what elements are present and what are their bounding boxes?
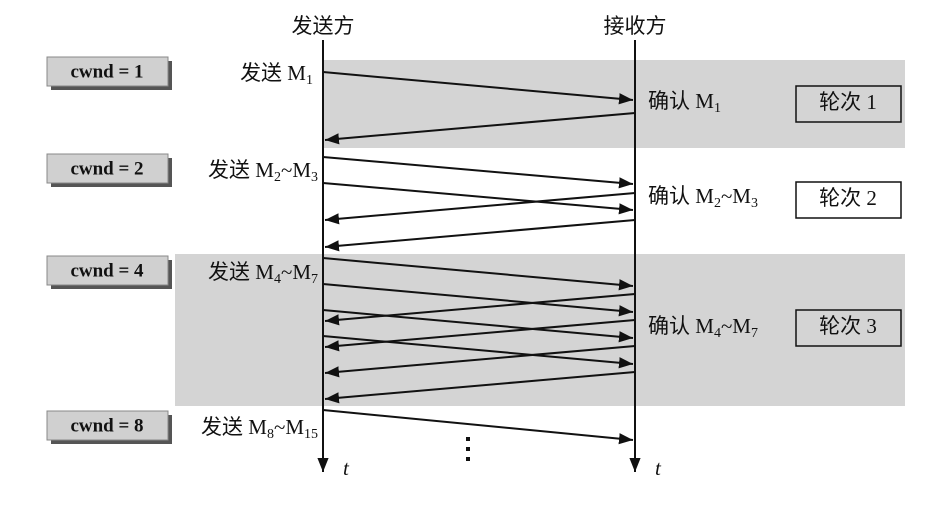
label-part: ~M (721, 314, 751, 338)
message-arrow (324, 192, 636, 225)
subscript: 7 (311, 272, 318, 287)
message-arrow (322, 283, 634, 317)
subscript: 15 (304, 427, 318, 442)
message-arrow (324, 345, 636, 378)
message-arrow (324, 219, 636, 252)
subscript: 8 (267, 427, 274, 442)
ack-label: 确认 M1 (648, 89, 721, 116)
message-arrow (324, 371, 636, 404)
send-label: 发送 M1 (240, 61, 313, 88)
message-arrow (322, 257, 634, 291)
message-arrow (322, 71, 634, 105)
cwnd-label: cwnd = 2 (70, 158, 143, 179)
label-part: ~M (721, 184, 751, 208)
cwnd-box (46, 56, 169, 87)
ack-label: 确认 M4~M7 (648, 314, 758, 341)
subscript: 3 (751, 196, 758, 211)
time-label: t (655, 456, 662, 480)
message-arrow (322, 409, 634, 445)
round-label: 轮次 1 (819, 90, 877, 114)
time-label: t (343, 456, 350, 480)
round-label: 轮次 3 (819, 314, 877, 338)
label-part: 发送 M (240, 61, 306, 85)
cwnd-box (46, 410, 169, 441)
cwnd-box (46, 255, 169, 286)
round-box (795, 181, 902, 219)
cwnd-box (46, 153, 169, 184)
round-box (795, 85, 902, 123)
message-arrow (322, 335, 634, 369)
send-label: 发送 M8~M15 (201, 415, 318, 442)
label-part: ~M (274, 415, 304, 439)
cwnd-label: cwnd = 8 (70, 415, 143, 436)
subscript: 2 (274, 170, 281, 185)
cwnd-label: cwnd = 1 (70, 61, 143, 82)
cwnd-label: cwnd = 4 (70, 260, 144, 281)
round-box (795, 309, 902, 347)
subscript: 2 (714, 196, 721, 211)
label-part: 确认 M (648, 184, 714, 208)
sender-title: 发送方 (292, 14, 355, 38)
ellipsis (466, 437, 470, 461)
label-part: 发送 M (208, 260, 274, 284)
label-part: ~M (281, 260, 311, 284)
ack-label: 确认 M2~M3 (648, 184, 758, 211)
label-part: 确认 M (648, 89, 714, 113)
round-label: 轮次 2 (819, 186, 877, 210)
message-arrow (324, 293, 636, 326)
subscript: 7 (751, 326, 758, 341)
round-band (323, 60, 905, 148)
send-label: 发送 M4~M7 (208, 260, 318, 287)
label-part: 确认 M (648, 314, 714, 338)
label-part: 发送 M (201, 415, 267, 439)
message-arrow (322, 309, 634, 343)
subscript: 1 (714, 101, 721, 116)
subscript: 4 (274, 272, 281, 287)
send-label: 发送 M2~M3 (208, 158, 318, 185)
subscript: 1 (306, 73, 313, 88)
label-part: ~M (281, 158, 311, 182)
message-arrow (322, 182, 634, 215)
subscript: 3 (311, 170, 318, 185)
message-arrow (324, 319, 636, 352)
label-part: 发送 M (208, 158, 274, 182)
subscript: 4 (714, 326, 721, 341)
receiver-title: 接收方 (604, 14, 667, 38)
message-arrow (322, 156, 634, 189)
arrows (322, 71, 636, 445)
message-arrow (324, 112, 636, 145)
